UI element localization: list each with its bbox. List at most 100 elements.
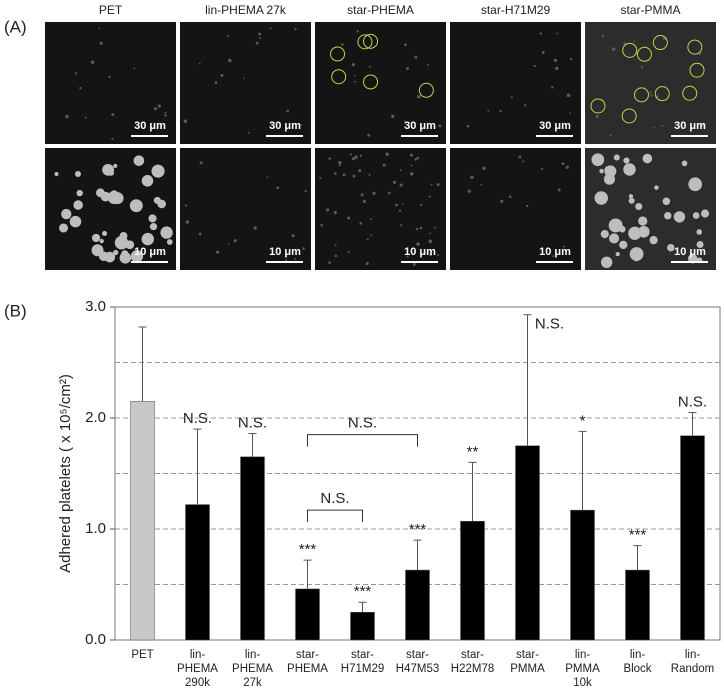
texture xyxy=(429,232,431,235)
x-tick-label: star- xyxy=(296,649,319,661)
micrograph xyxy=(585,22,716,144)
texture xyxy=(604,165,617,178)
texture xyxy=(359,154,363,157)
panel-label: (B) xyxy=(4,301,27,320)
texture xyxy=(382,163,386,167)
marker-circle xyxy=(363,33,379,49)
x-tick-label: star- xyxy=(406,649,429,661)
significance-label: N.S. xyxy=(238,415,267,432)
x-tick-label: PHEMA xyxy=(287,663,328,675)
texture xyxy=(227,243,230,245)
texture xyxy=(467,189,471,193)
texture xyxy=(79,86,82,90)
texture xyxy=(552,255,555,257)
bar xyxy=(515,445,540,641)
error-bar xyxy=(688,411,697,436)
x-tick-label: 10k xyxy=(573,677,592,689)
texture xyxy=(228,58,232,63)
texture xyxy=(412,262,416,266)
texture xyxy=(341,43,344,46)
texture xyxy=(401,202,404,205)
texture xyxy=(540,167,544,170)
x-tick-label: PET xyxy=(131,649,153,661)
texture xyxy=(286,109,290,113)
significance-label: N.S. xyxy=(535,316,564,333)
texture xyxy=(608,233,620,244)
texture xyxy=(121,250,129,258)
x-tick-label: star- xyxy=(351,649,374,661)
texture xyxy=(557,188,561,192)
x-tick-label: PHEMA xyxy=(232,663,273,675)
texture xyxy=(368,65,371,68)
texture xyxy=(199,161,203,165)
texture xyxy=(470,175,474,180)
bar xyxy=(625,569,650,641)
x-tick-label: lin- xyxy=(190,649,206,661)
texture xyxy=(255,41,259,45)
texture xyxy=(629,247,644,261)
texture xyxy=(353,74,356,77)
texture xyxy=(566,93,571,98)
texture xyxy=(518,155,522,159)
x-tick-label: lin- xyxy=(245,649,261,661)
error-bar xyxy=(578,430,587,511)
panel-label: (A) xyxy=(4,17,27,36)
texture xyxy=(349,153,353,156)
texture xyxy=(419,226,423,230)
texture xyxy=(692,212,700,219)
marker-circle xyxy=(330,46,346,62)
texture xyxy=(269,27,272,30)
texture xyxy=(409,172,414,176)
texture xyxy=(619,240,628,250)
scale-bar-label: 10 μm xyxy=(404,246,436,258)
texture xyxy=(500,199,504,203)
texture xyxy=(395,203,398,207)
texture xyxy=(661,124,664,127)
x-tick-label: Random xyxy=(671,663,714,675)
texture xyxy=(667,243,675,252)
texture xyxy=(129,199,143,213)
texture xyxy=(95,188,105,198)
texture xyxy=(113,163,118,168)
micrograph xyxy=(450,22,581,144)
texture xyxy=(681,160,688,167)
texture xyxy=(654,185,659,190)
y-tick-label: 0.0 xyxy=(85,631,106,648)
texture xyxy=(333,172,337,175)
texture xyxy=(508,195,512,199)
texture xyxy=(523,104,527,107)
texture xyxy=(656,95,659,98)
texture xyxy=(164,114,167,117)
texture xyxy=(652,126,655,129)
texture xyxy=(426,63,429,66)
texture xyxy=(259,37,261,40)
x-tick-label: star- xyxy=(516,649,539,661)
texture xyxy=(61,208,72,220)
texture xyxy=(562,245,565,248)
x-tick-label: PMMA xyxy=(565,663,600,675)
error-bar xyxy=(248,433,257,457)
significance-label: *** xyxy=(629,527,647,544)
texture xyxy=(637,225,650,238)
texture xyxy=(334,244,337,247)
texture xyxy=(664,211,672,220)
scale-bar-label: 30 μm xyxy=(404,120,436,132)
texture xyxy=(69,215,82,228)
texture xyxy=(153,196,161,204)
texture xyxy=(300,123,303,126)
texture xyxy=(438,124,442,128)
texture xyxy=(342,173,346,177)
bracket-label: N.S. xyxy=(320,490,349,507)
texture xyxy=(149,215,157,222)
texture xyxy=(248,131,250,134)
texture xyxy=(253,226,257,230)
texture xyxy=(420,203,423,206)
texture xyxy=(701,123,705,127)
texture xyxy=(334,254,338,258)
texture xyxy=(688,177,703,192)
texture xyxy=(284,259,288,262)
significance-label: *** xyxy=(354,583,372,600)
texture xyxy=(410,164,413,167)
column-label: star-PMMA xyxy=(621,3,681,17)
texture xyxy=(84,116,87,119)
